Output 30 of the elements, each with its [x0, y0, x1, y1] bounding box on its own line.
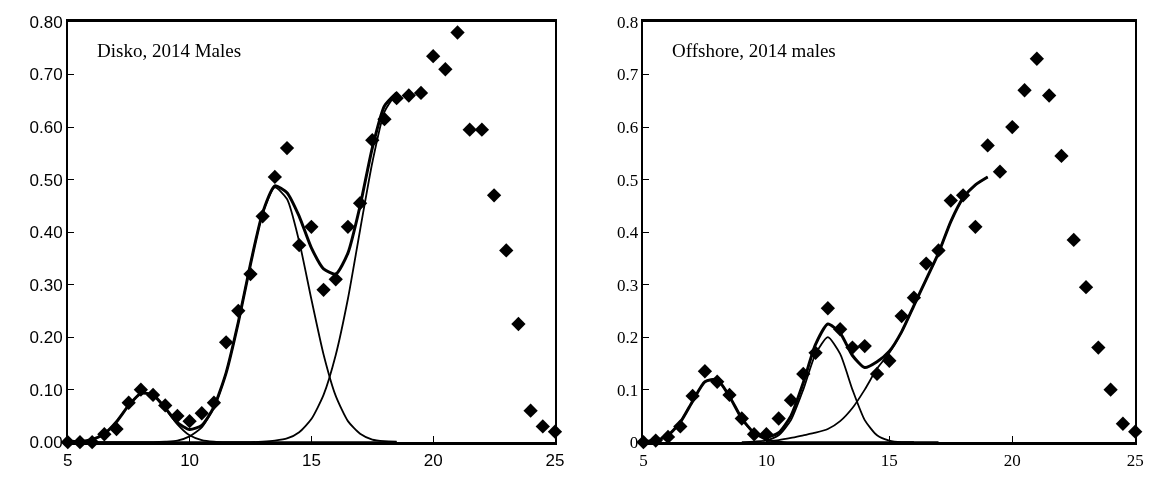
y-tick-label: 0.4 — [617, 223, 639, 243]
x-tick-label: 20 — [1003, 450, 1021, 470]
x-tick-label: 5 — [63, 450, 73, 470]
x-tick-label: 10 — [180, 450, 200, 470]
y-tick-label: 0.00 — [29, 433, 63, 453]
y-tick-label: 0.1 — [617, 380, 639, 400]
y-tick-label: 0.80 — [29, 12, 63, 32]
y-tick-label: 0.20 — [29, 328, 63, 348]
x-tick-label: 20 — [423, 450, 443, 470]
annotation: Disko, 2014 Males — [97, 40, 242, 61]
y-tick-label: 0.10 — [29, 380, 63, 400]
x-tick-label: 15 — [301, 450, 321, 470]
x-tick-label: 10 — [757, 450, 775, 470]
y-tick-label: 0.3 — [617, 275, 639, 295]
y-tick-label: 0.8 — [617, 12, 639, 32]
y-tick-label: 0.5 — [617, 170, 639, 190]
x-tick-label: 5 — [639, 450, 648, 470]
y-tick-label: 0.70 — [29, 65, 63, 85]
y-tick-label: 0.60 — [29, 117, 63, 137]
y-tick-label: 0.40 — [29, 223, 63, 243]
x-tick-label: 25 — [545, 450, 565, 470]
y-tick-label: 0 — [629, 433, 639, 453]
y-tick-label: 0.7 — [617, 65, 639, 85]
x-tick-label: 25 — [1126, 450, 1144, 470]
y-tick-label: 0.6 — [617, 117, 639, 137]
y-tick-label: 0.2 — [617, 328, 639, 348]
y-tick-label: 0.30 — [29, 275, 63, 295]
x-tick-label: 15 — [880, 450, 898, 470]
annotation: Offshore, 2014 males — [672, 40, 836, 61]
y-tick-label: 0.50 — [29, 170, 63, 190]
